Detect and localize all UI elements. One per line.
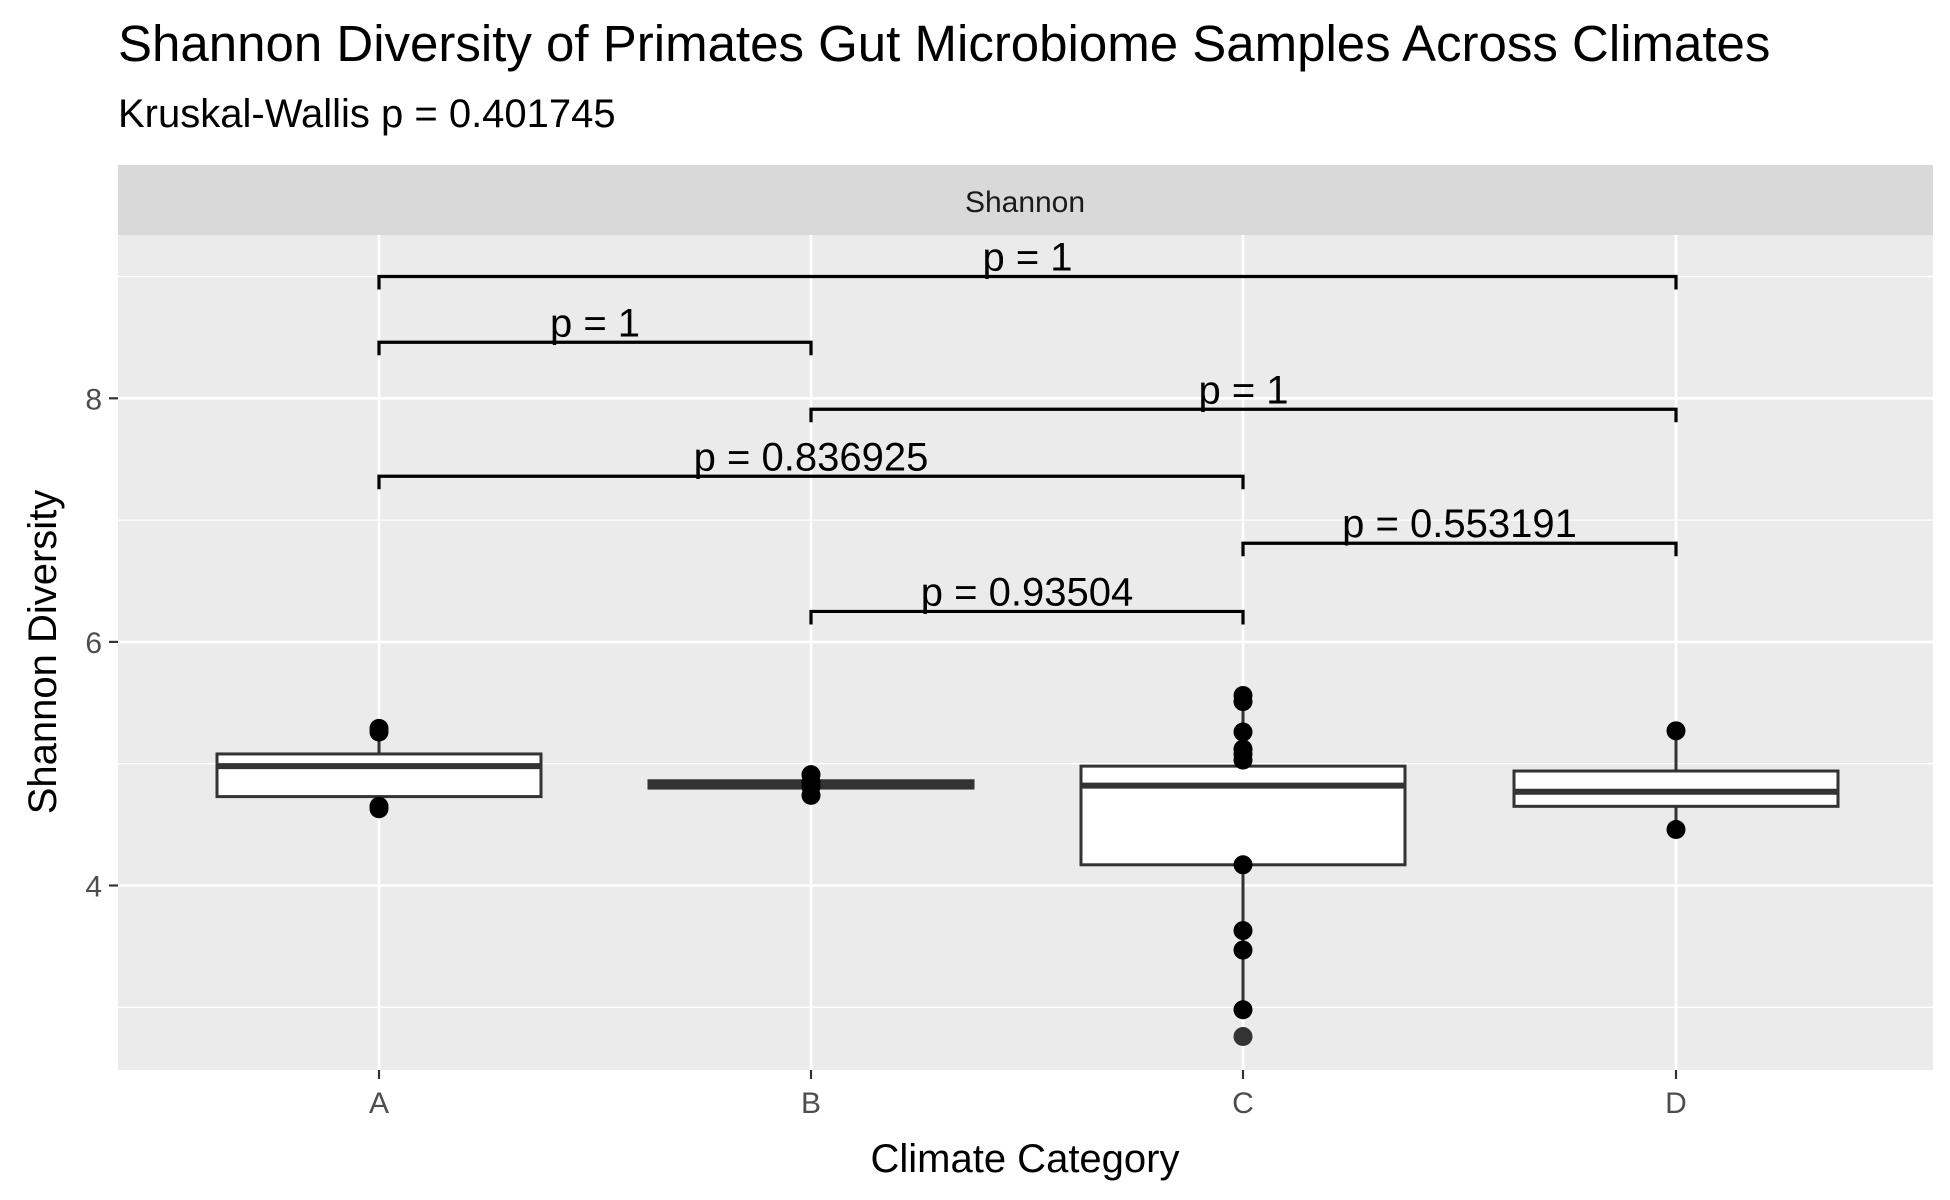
comparison-p-value: p = 1: [1198, 368, 1288, 412]
y-tick-label: 6: [85, 627, 102, 660]
y-tick-label: 4: [85, 871, 102, 904]
comparison-bracket: [809, 609, 1245, 625]
comparison-p-value: p = 1: [550, 301, 640, 345]
comparison-p-value: p = 0.553191: [1342, 502, 1577, 546]
data-point: [801, 785, 821, 805]
x-tick-label: A: [369, 1087, 389, 1120]
comparison-bracket: [377, 474, 1245, 490]
chart-title: Shannon Diversity of Primates Gut Microb…: [118, 15, 1771, 72]
data-point: [1233, 722, 1253, 742]
y-axis-title: Shannon Diversity: [21, 490, 65, 815]
x-axis: A B C D: [369, 1070, 1687, 1120]
comparison-bracket: [1241, 541, 1678, 557]
comparison-p-value: p = 1: [982, 236, 1072, 280]
box-d: [1512, 769, 1840, 808]
comparison-p-value: p = 0.93504: [921, 570, 1133, 614]
data-point: [1233, 692, 1253, 712]
comparison-brackets: p = 1 p = 1 p = 1 p = 0.836925 p = 0.553191 p…: [377, 236, 1678, 625]
x-axis-title: Climate Category: [870, 1137, 1179, 1181]
x-tick-label: D: [1665, 1087, 1687, 1120]
facet-strip: [118, 165, 1933, 235]
data-point: [1233, 750, 1253, 770]
data-point: [1233, 855, 1253, 875]
data-point: [369, 722, 389, 742]
comparison-p-value: p = 0.836925: [694, 435, 929, 479]
boxes: [215, 696, 1840, 1010]
comparison-bracket: [809, 407, 1678, 423]
y-axis: 4 6 8: [85, 383, 118, 904]
chart-subtitle: Kruskal-Wallis p = 0.401745: [118, 92, 616, 136]
comparison-bracket: [377, 340, 813, 356]
data-point: [1666, 721, 1686, 741]
x-tick-label: C: [1232, 1087, 1254, 1120]
box-a: [215, 752, 543, 799]
data-point: [1233, 940, 1253, 960]
data-point: [1666, 819, 1686, 839]
facet-strip-label: Shannon: [965, 186, 1085, 219]
data-point: [1233, 1000, 1253, 1020]
comparison-bracket: [377, 274, 1678, 290]
data-point: [369, 799, 389, 819]
y-tick-label: 8: [85, 383, 102, 416]
data-point: [1233, 921, 1253, 941]
outlier-point: [1233, 1027, 1253, 1047]
box-c: [1079, 764, 1407, 867]
x-tick-label: B: [801, 1087, 821, 1120]
data-points: [369, 685, 1686, 1047]
plot-panel: [118, 235, 1933, 1070]
